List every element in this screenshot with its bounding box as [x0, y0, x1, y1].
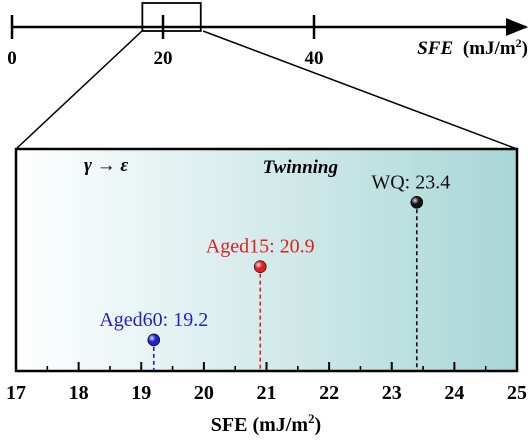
- x-tick-label: 19: [131, 382, 151, 404]
- zoom-connector-left: [15, 30, 143, 150]
- top-axis-label-main: SFE: [417, 38, 453, 59]
- point-label: Aged60: 19.2: [99, 309, 208, 331]
- data-point: Aged15: 20.9: [206, 236, 315, 371]
- x-axis-label-close: ): [315, 414, 322, 436]
- annotation-gamma-epsilon: γ → ε: [84, 155, 128, 176]
- main-plot: Aged60: 19.2 Aged15: 20.9 WQ: 23.4 17 18 19 2…: [6, 147, 527, 436]
- x-tick-label: 22: [319, 382, 339, 404]
- top-tick-label: 20: [154, 48, 173, 69]
- zoom-box: [141, 2, 202, 32]
- top-axis-label-unit: (mJ/m: [463, 38, 516, 59]
- top-tick-label: 0: [7, 48, 17, 69]
- x-tick-label: 17: [6, 382, 26, 404]
- zoom-connector-right: [202, 30, 518, 150]
- point-marker-shine: [254, 260, 267, 273]
- main-ticks: 17 18 19 20 21 22 23 24 25: [6, 362, 527, 404]
- point-marker-shine: [147, 333, 160, 346]
- x-axis-label-main: SFE (mJ/m: [211, 414, 309, 436]
- x-tick-label: 18: [69, 382, 89, 404]
- x-tick-label: 24: [444, 382, 464, 404]
- data-points: Aged60: 19.2 Aged15: 20.9 WQ: 23.4: [99, 171, 450, 371]
- point-label: Aged15: 20.9: [206, 236, 315, 258]
- data-point: Aged60: 19.2: [99, 309, 208, 371]
- top-axis-label: SFE (mJ/m2): [417, 36, 528, 59]
- data-point: WQ: 23.4: [371, 171, 450, 371]
- top-axis-label-sup: 2: [516, 36, 522, 50]
- point-marker-shine: [410, 196, 423, 209]
- top-ticks: 0 20 40: [7, 15, 324, 69]
- plot-background: [16, 149, 517, 371]
- x-tick-label: 21: [257, 382, 277, 404]
- x-axis-label: SFE (mJ/m2): [211, 411, 321, 436]
- top-number-line: 0 20 40 SFE (mJ/m2): [7, 2, 529, 69]
- top-tick-label: 40: [305, 48, 324, 69]
- x-tick-label: 23: [382, 382, 402, 404]
- annotation-twinning: Twinning: [263, 157, 338, 178]
- top-axis-label-close: ): [522, 38, 528, 59]
- point-label: WQ: 23.4: [371, 171, 450, 193]
- x-tick-label: 20: [194, 382, 214, 404]
- x-axis-label-sup: 2: [308, 411, 315, 426]
- x-tick-label: 25: [507, 382, 527, 404]
